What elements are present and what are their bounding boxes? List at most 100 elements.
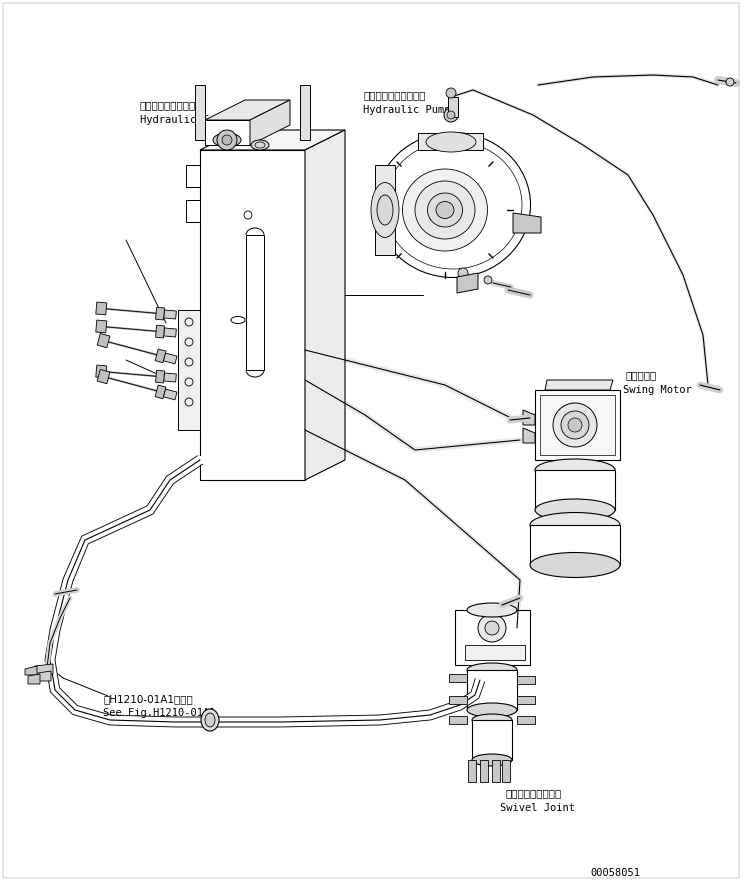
Polygon shape <box>164 310 177 319</box>
Circle shape <box>561 411 589 439</box>
Circle shape <box>222 135 232 145</box>
Circle shape <box>478 614 506 642</box>
Circle shape <box>446 88 456 98</box>
Polygon shape <box>465 645 525 660</box>
Polygon shape <box>449 716 467 724</box>
Ellipse shape <box>472 714 512 726</box>
Polygon shape <box>96 365 107 378</box>
Polygon shape <box>96 302 107 315</box>
Polygon shape <box>545 380 613 390</box>
Ellipse shape <box>205 713 215 727</box>
Polygon shape <box>97 369 110 384</box>
Text: Hydraulic Pump: Hydraulic Pump <box>363 105 450 115</box>
Polygon shape <box>205 100 290 120</box>
Polygon shape <box>418 133 483 150</box>
Bar <box>195 85 205 140</box>
Polygon shape <box>38 671 51 681</box>
Ellipse shape <box>402 169 487 251</box>
Text: s: s <box>247 345 253 355</box>
Polygon shape <box>375 165 395 255</box>
Ellipse shape <box>251 140 269 150</box>
Polygon shape <box>186 200 200 222</box>
Text: 00058051: 00058051 <box>590 868 640 878</box>
Text: 第H1210-01A1図参照: 第H1210-01A1図参照 <box>103 694 193 704</box>
Polygon shape <box>472 720 512 760</box>
Ellipse shape <box>213 133 241 147</box>
Polygon shape <box>540 395 615 455</box>
Circle shape <box>447 111 455 119</box>
Ellipse shape <box>535 499 615 521</box>
Polygon shape <box>97 334 110 348</box>
Text: Swing Motor: Swing Motor <box>623 385 692 395</box>
Circle shape <box>553 403 597 447</box>
Circle shape <box>217 130 237 150</box>
Text: Hydraulic Tank: Hydraulic Tank <box>140 115 228 125</box>
Polygon shape <box>156 370 165 383</box>
Polygon shape <box>449 674 467 682</box>
Ellipse shape <box>530 552 620 578</box>
Circle shape <box>484 276 492 284</box>
Polygon shape <box>164 328 177 337</box>
Polygon shape <box>492 760 500 782</box>
Ellipse shape <box>472 754 512 766</box>
Polygon shape <box>305 130 345 480</box>
Text: スイベルジョイント: スイベルジョイント <box>505 788 561 798</box>
Polygon shape <box>200 150 305 480</box>
Circle shape <box>726 78 734 86</box>
Bar <box>448 97 458 117</box>
Polygon shape <box>164 373 177 382</box>
Text: Swivel Joint: Swivel Joint <box>500 803 575 813</box>
Polygon shape <box>468 760 476 782</box>
Ellipse shape <box>530 513 620 537</box>
Polygon shape <box>480 760 488 782</box>
Polygon shape <box>467 670 517 710</box>
Polygon shape <box>178 310 200 430</box>
Polygon shape <box>455 610 530 665</box>
Polygon shape <box>523 428 535 443</box>
Polygon shape <box>517 716 535 724</box>
Circle shape <box>444 108 458 122</box>
Ellipse shape <box>371 182 399 238</box>
Bar <box>246 235 264 370</box>
Ellipse shape <box>467 663 517 677</box>
Polygon shape <box>205 120 250 145</box>
Ellipse shape <box>467 703 517 717</box>
Polygon shape <box>250 100 290 145</box>
Polygon shape <box>35 664 53 674</box>
Polygon shape <box>96 320 107 333</box>
Ellipse shape <box>375 132 531 278</box>
Bar <box>300 85 310 140</box>
Polygon shape <box>449 696 467 704</box>
Polygon shape <box>163 389 177 400</box>
Text: See Fig.H1210-01A1: See Fig.H1210-01A1 <box>103 708 215 718</box>
Polygon shape <box>502 760 510 782</box>
Polygon shape <box>200 130 345 150</box>
Polygon shape <box>186 165 200 187</box>
Polygon shape <box>28 674 40 684</box>
Ellipse shape <box>415 181 475 239</box>
Ellipse shape <box>467 603 517 617</box>
Polygon shape <box>155 349 166 363</box>
Polygon shape <box>523 410 535 425</box>
Ellipse shape <box>201 709 219 731</box>
Ellipse shape <box>436 202 454 218</box>
Polygon shape <box>517 676 535 684</box>
Polygon shape <box>163 353 177 364</box>
Polygon shape <box>535 470 615 510</box>
Ellipse shape <box>535 459 615 481</box>
Text: ハイドロリックポンプ: ハイドロリックポンプ <box>363 90 425 100</box>
Polygon shape <box>156 307 165 320</box>
Polygon shape <box>513 213 541 233</box>
Polygon shape <box>517 696 535 704</box>
Polygon shape <box>155 385 166 399</box>
Polygon shape <box>156 325 165 338</box>
Ellipse shape <box>426 132 476 152</box>
Text: 旋回モータ: 旋回モータ <box>625 370 656 380</box>
Circle shape <box>458 268 468 278</box>
Polygon shape <box>535 390 620 460</box>
Polygon shape <box>25 666 37 675</box>
Ellipse shape <box>377 195 393 225</box>
Text: ハイドロリックタンク: ハイドロリックタンク <box>140 100 203 110</box>
Ellipse shape <box>427 193 462 227</box>
Polygon shape <box>457 273 478 293</box>
